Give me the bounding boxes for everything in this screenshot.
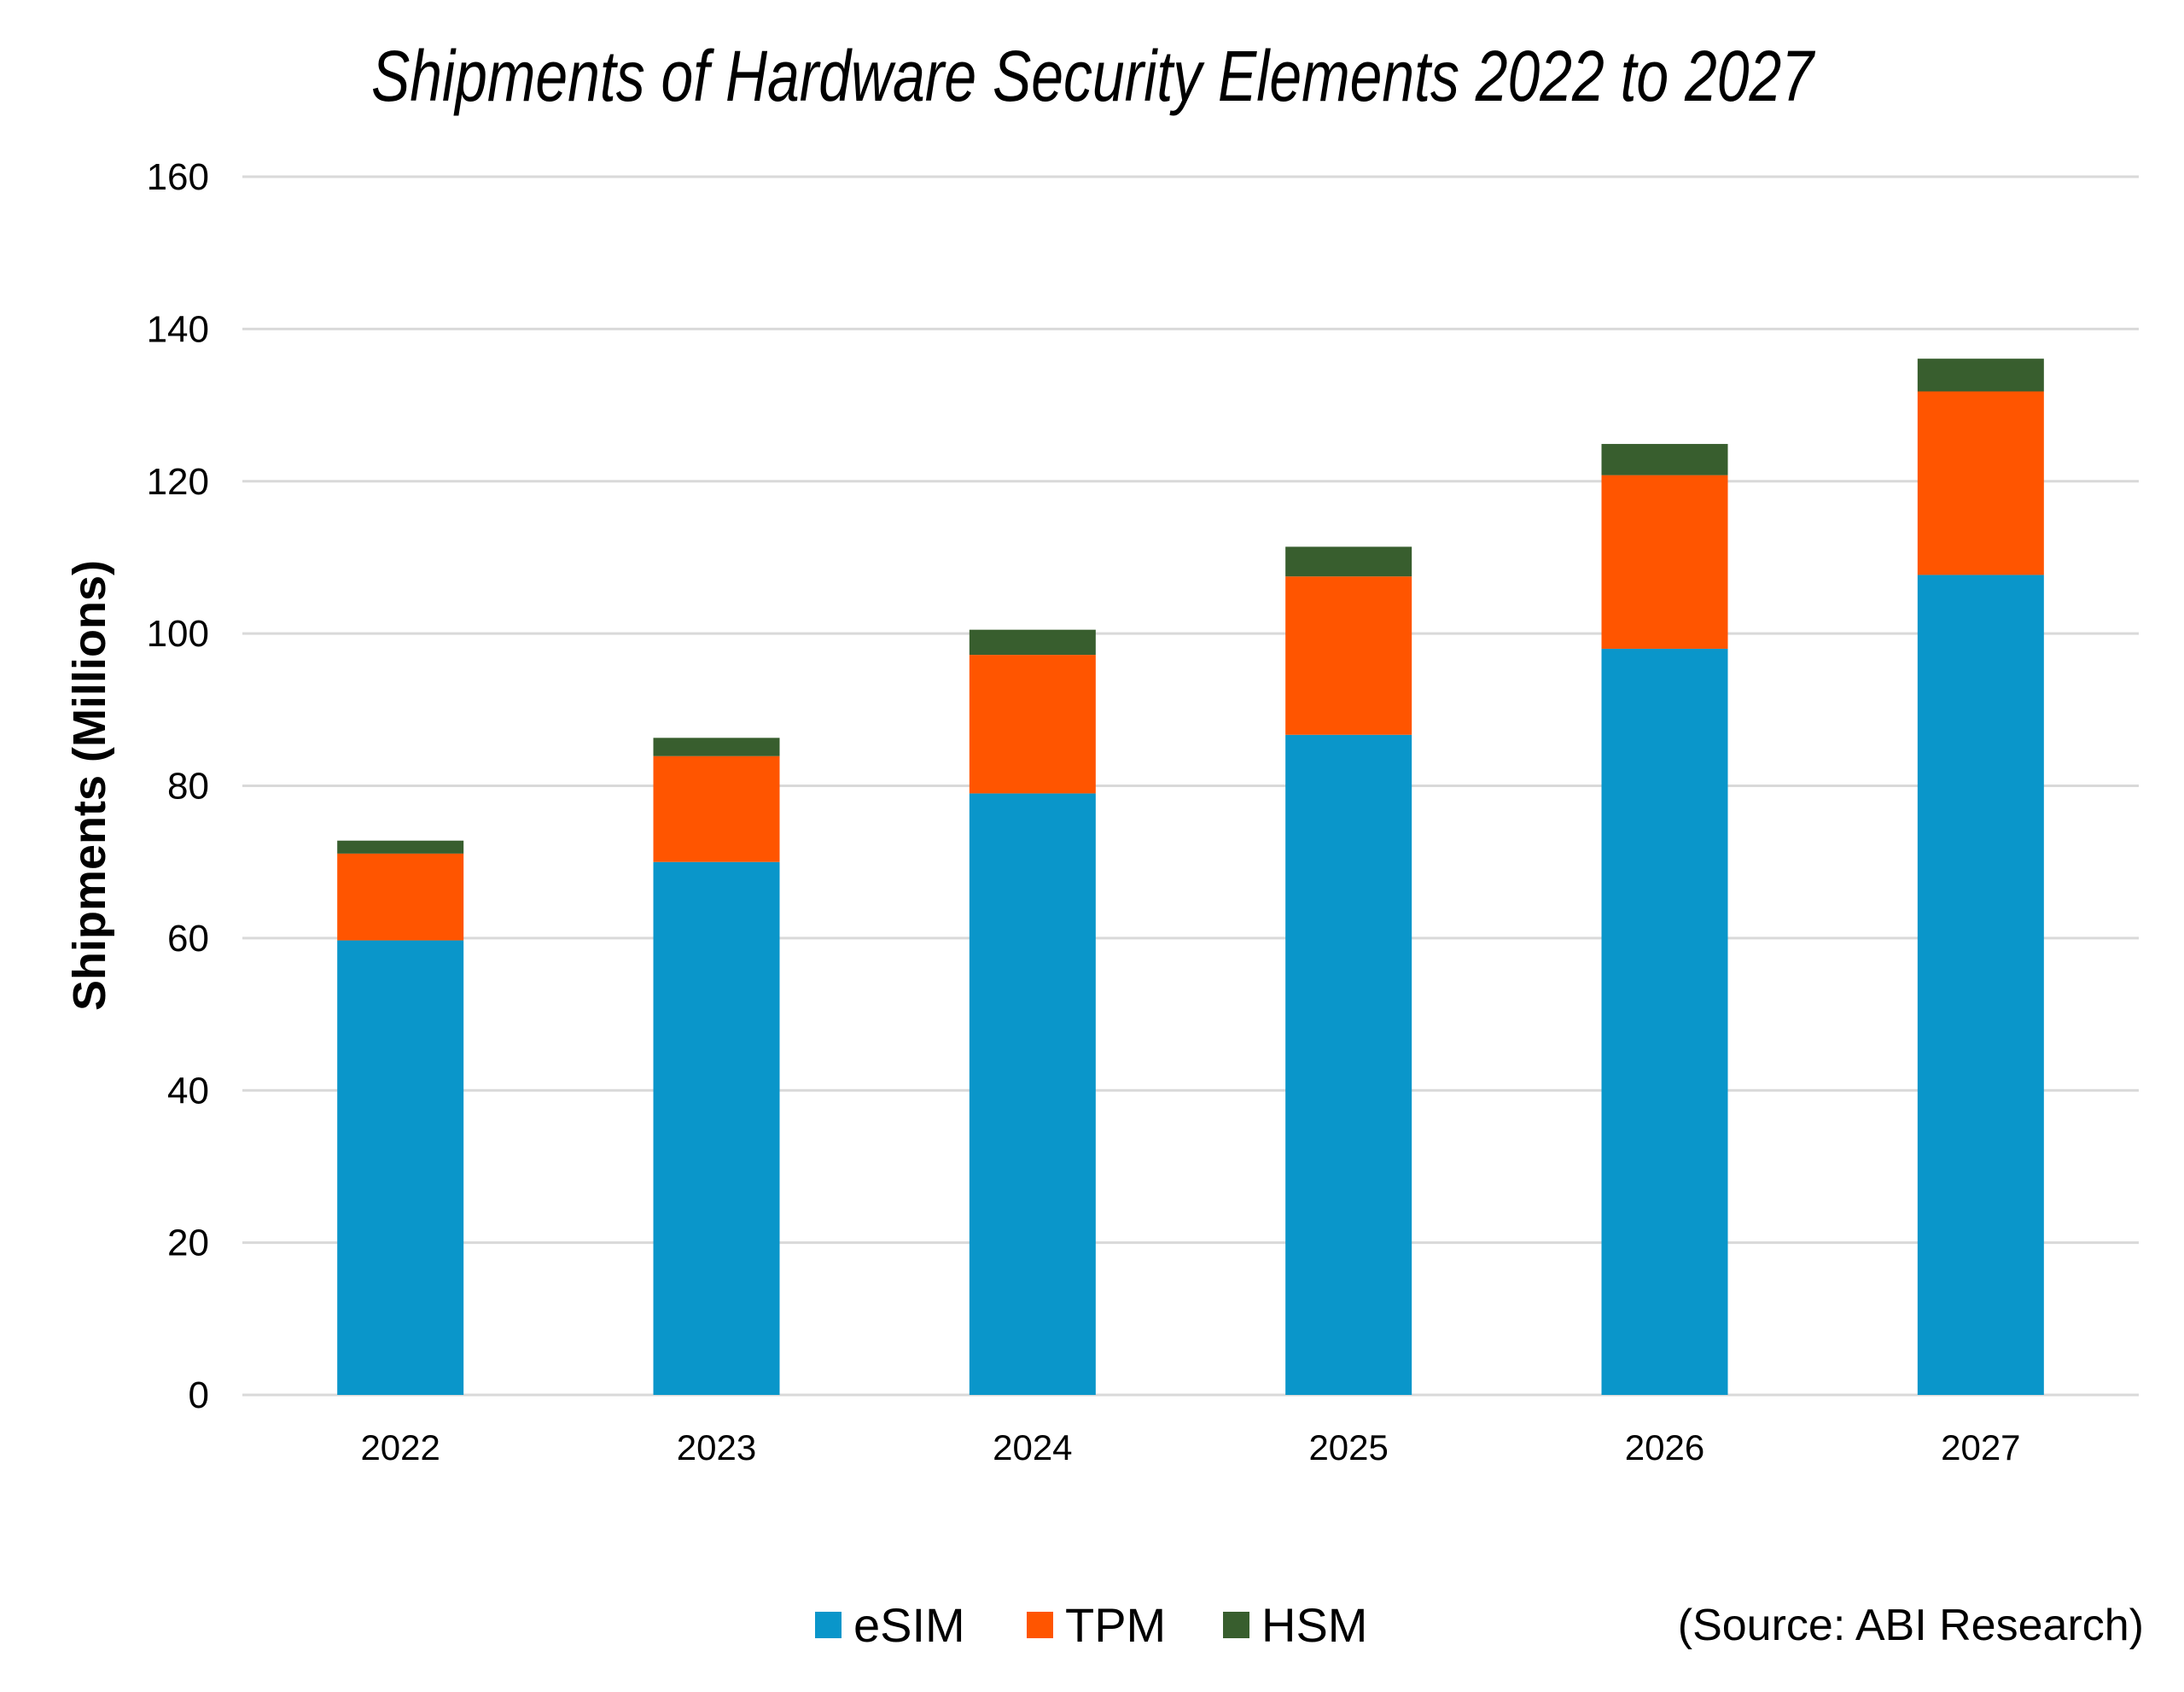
bar-stack-2024 [969,629,1096,1395]
bar-tpm-2025 [1285,576,1412,735]
bar-esim-2022 [337,940,464,1395]
legend-swatch [1223,1612,1249,1638]
gridlines [242,175,2139,1397]
bar-stack-2022 [337,840,464,1395]
y-tick-label: 120 [147,461,209,503]
bar-hsm-2026 [1601,444,1728,476]
legend: eSIM TPM HSM [815,1598,1367,1652]
legend-item-hsm: HSM [1223,1598,1367,1652]
legend-label: HSM [1261,1598,1367,1652]
bar-tpm-2023 [653,756,780,862]
bar-tpm-2024 [969,655,1096,794]
source-annotation: (Source: ABI Research) [1678,1601,2144,1650]
bar-stack-2023 [653,738,780,1395]
y-tick-label: 60 [167,918,209,960]
legend-swatch [1027,1612,1053,1638]
bar-hsm-2025 [1285,546,1412,577]
legend-item-esim: eSIM [815,1598,965,1652]
y-tick-label: 160 [147,156,209,198]
y-tick-label: 140 [147,308,209,350]
x-tick-label: 2022 [360,1427,440,1467]
x-tick-label: 2026 [1625,1427,1704,1467]
y-tick-label: 20 [167,1222,209,1264]
bar-stack-2027 [1917,359,2044,1395]
bar-hsm-2027 [1917,359,2044,392]
y-tick-label: 0 [189,1374,209,1416]
bar-stack-2026 [1601,444,1728,1395]
y-tick-label: 80 [167,766,209,808]
y-axis-ticks: 0 20 40 60 80 100 120 140 160 [147,156,209,1416]
bar-stack-2025 [1285,546,1412,1395]
y-axis-label: Shipments (Millions) [64,560,115,1011]
chart-title: Shipments of Hardware Security Elements … [371,36,1816,116]
bar-tpm-2027 [1917,391,2044,575]
bar-hsm-2024 [969,629,1096,656]
bar-esim-2024 [969,793,1096,1395]
x-axis-ticks: 2022 2023 2024 2025 2026 2027 [360,1427,2020,1467]
bar-esim-2025 [1285,734,1412,1395]
y-tick-label: 100 [147,613,209,655]
x-tick-label: 2024 [993,1427,1072,1467]
legend-label: TPM [1065,1598,1166,1652]
bars [337,359,2044,1395]
bar-tpm-2022 [337,853,464,941]
bar-esim-2023 [653,861,780,1395]
bar-esim-2026 [1601,648,1728,1395]
legend-swatch [815,1612,842,1638]
bar-esim-2027 [1917,575,2044,1395]
y-tick-label: 40 [167,1070,209,1111]
legend-label: eSIM [853,1598,965,1652]
bar-tpm-2026 [1601,475,1728,649]
x-tick-label: 2027 [1941,1427,2020,1467]
bar-hsm-2022 [337,840,464,854]
x-tick-label: 2023 [677,1427,756,1467]
x-tick-label: 2025 [1308,1427,1388,1467]
bar-hsm-2023 [653,738,780,756]
legend-item-tpm: TPM [1027,1598,1166,1652]
